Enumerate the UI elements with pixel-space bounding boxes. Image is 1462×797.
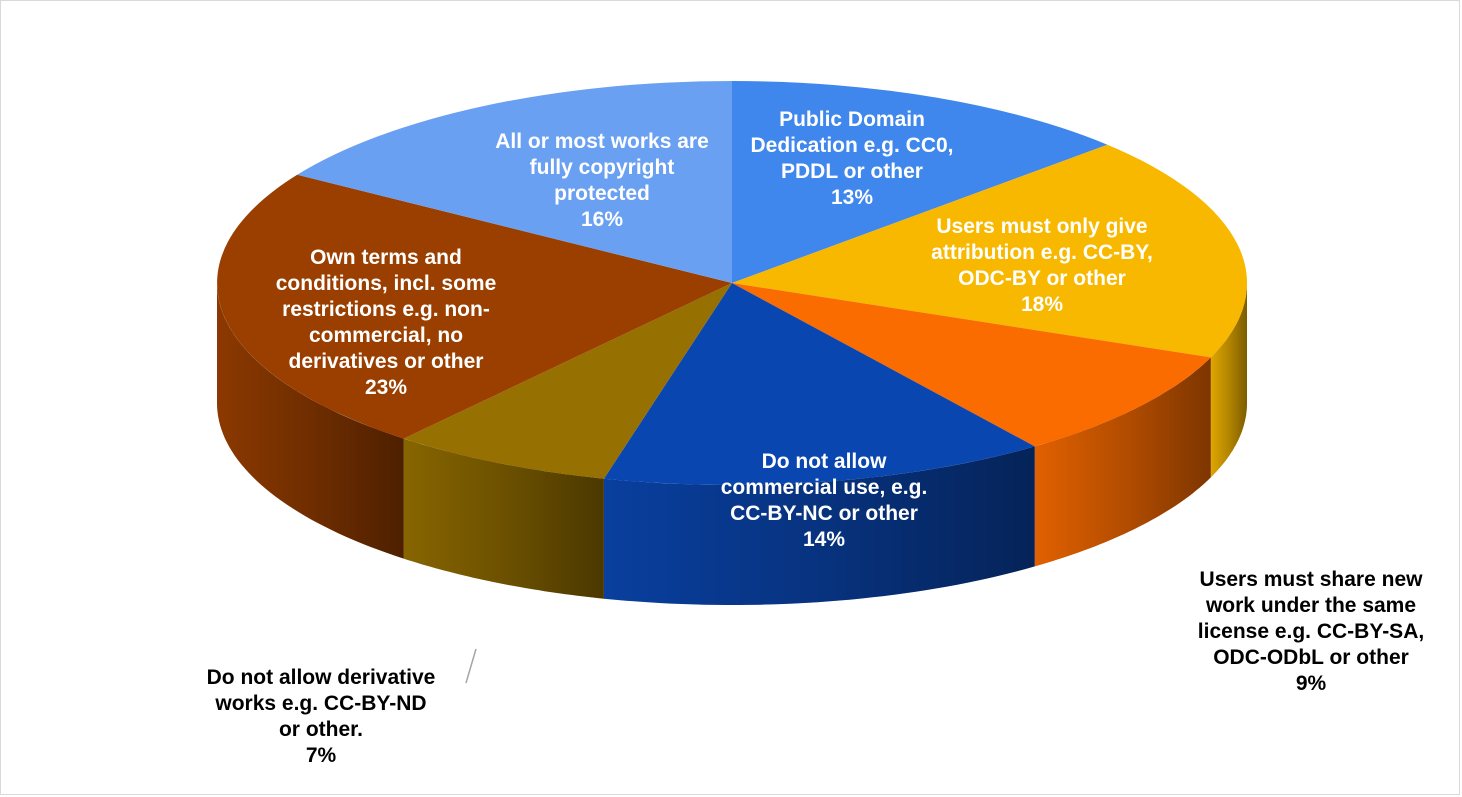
data-label-text: fully copyright: [529, 156, 675, 179]
side-wall-shade: [217, 283, 404, 559]
data-label-text: ODC-BY or other: [958, 267, 1126, 290]
data-label-text: commercial use, e.g.: [720, 476, 928, 499]
data-label-text: ODC-ODbL or other: [1213, 646, 1409, 669]
data-label-users-must-share-new-work-under-the-same: Users must share new work under the same l…: [1198, 567, 1424, 697]
pie-slice-users-must-share-new-work-under-the-same: [732, 283, 1211, 447]
data-label-all-or-most-works-are-fully-copyright-pr: All or most works are fully copyright prot…: [495, 129, 709, 233]
data-label-percent: 16%: [580, 208, 624, 231]
data-label-text: Do not allow: [761, 450, 887, 473]
side-wall-shade: [1210, 283, 1247, 478]
side-wall-shade: [603, 446, 1035, 605]
pie-slice-own-terms-and-conditions-incl-some-restr: [217, 174, 733, 439]
data-label-text: work under the same: [1205, 594, 1417, 617]
leader-lines: [465, 648, 477, 684]
pie-slice-do-not-allow-commercial-use-e-g-cc-by-nc: [603, 283, 1035, 486]
data-label-text: Users must share new: [1199, 568, 1423, 591]
side-wall-shade: [1034, 357, 1211, 567]
data-label-percent: 14%: [802, 528, 846, 551]
data-label-text: Users must only give: [936, 215, 1148, 238]
data-label-text: CC-BY-NC or other: [730, 502, 918, 525]
data-label-do-not-allow-derivative-works-e-g-cc-by-: Do not allow derivative works e.g. CC-BY-…: [207, 665, 436, 769]
data-label-users-must-only-give-attribution-e-g-cc-: Users must only give attribution e.g. CC-…: [931, 214, 1153, 318]
data-label-percent: 7%: [305, 744, 337, 767]
data-label-do-not-allow-commercial-use-e-g-cc-by-nc: Do not allow commercial use, e.g. CC-BY-NC…: [721, 449, 928, 553]
data-label-percent: 18%: [1020, 293, 1064, 316]
pie-slice-all-or-most-works-are-fully-copyright-pr: [297, 81, 732, 283]
data-label-text: commercial, no: [308, 324, 464, 347]
data-label-text: or other.: [278, 718, 363, 741]
pie-top-slices: [217, 80, 1248, 486]
data-label-own-terms-and-conditions-incl-some-restr: Own terms and conditions, incl. some restr…: [276, 245, 497, 401]
data-label-text: Public Domain: [779, 108, 925, 131]
data-label-text: license e.g. CC-BY-SA,: [1197, 620, 1425, 643]
pie-side-walls: [217, 283, 1247, 605]
leader-line-derivative: [465, 648, 477, 684]
data-label-percent: 13%: [830, 186, 874, 209]
pie-slice-public-domain-dedication-e-g-cc0-pddl-or: [732, 80, 1108, 283]
data-label-text: conditions, incl. some: [275, 272, 497, 295]
data-label-text: attribution e.g. CC-BY,: [931, 241, 1153, 264]
data-label-percent: 23%: [364, 376, 408, 399]
pie-slice-do-not-allow-derivative-works-e-g-cc-by-: [403, 283, 732, 479]
data-label-percent: 9%: [1295, 672, 1327, 695]
data-label-text: Own terms and: [310, 246, 462, 269]
data-label-text: derivatives or other: [288, 350, 484, 373]
data-label-text: All or most works are: [495, 130, 709, 153]
pie-slice-users-must-only-give-attribution-e-g-cc-: [732, 144, 1248, 358]
data-label-text: Do not allow derivative: [206, 666, 436, 689]
data-label-text: PDDL or other: [781, 160, 923, 183]
data-label-public-domain-dedication-e-g-cc0-pddl-or: Public Domain Dedication e.g. CC0, PDDL or…: [750, 107, 953, 211]
data-label-text: Dedication e.g. CC0,: [750, 134, 954, 157]
side-wall-shade: [403, 438, 604, 599]
data-label-text: restrictions e.g. non-: [282, 298, 490, 321]
data-label-text: protected: [554, 182, 650, 205]
data-label-text: works e.g. CC-BY-ND: [215, 692, 427, 715]
